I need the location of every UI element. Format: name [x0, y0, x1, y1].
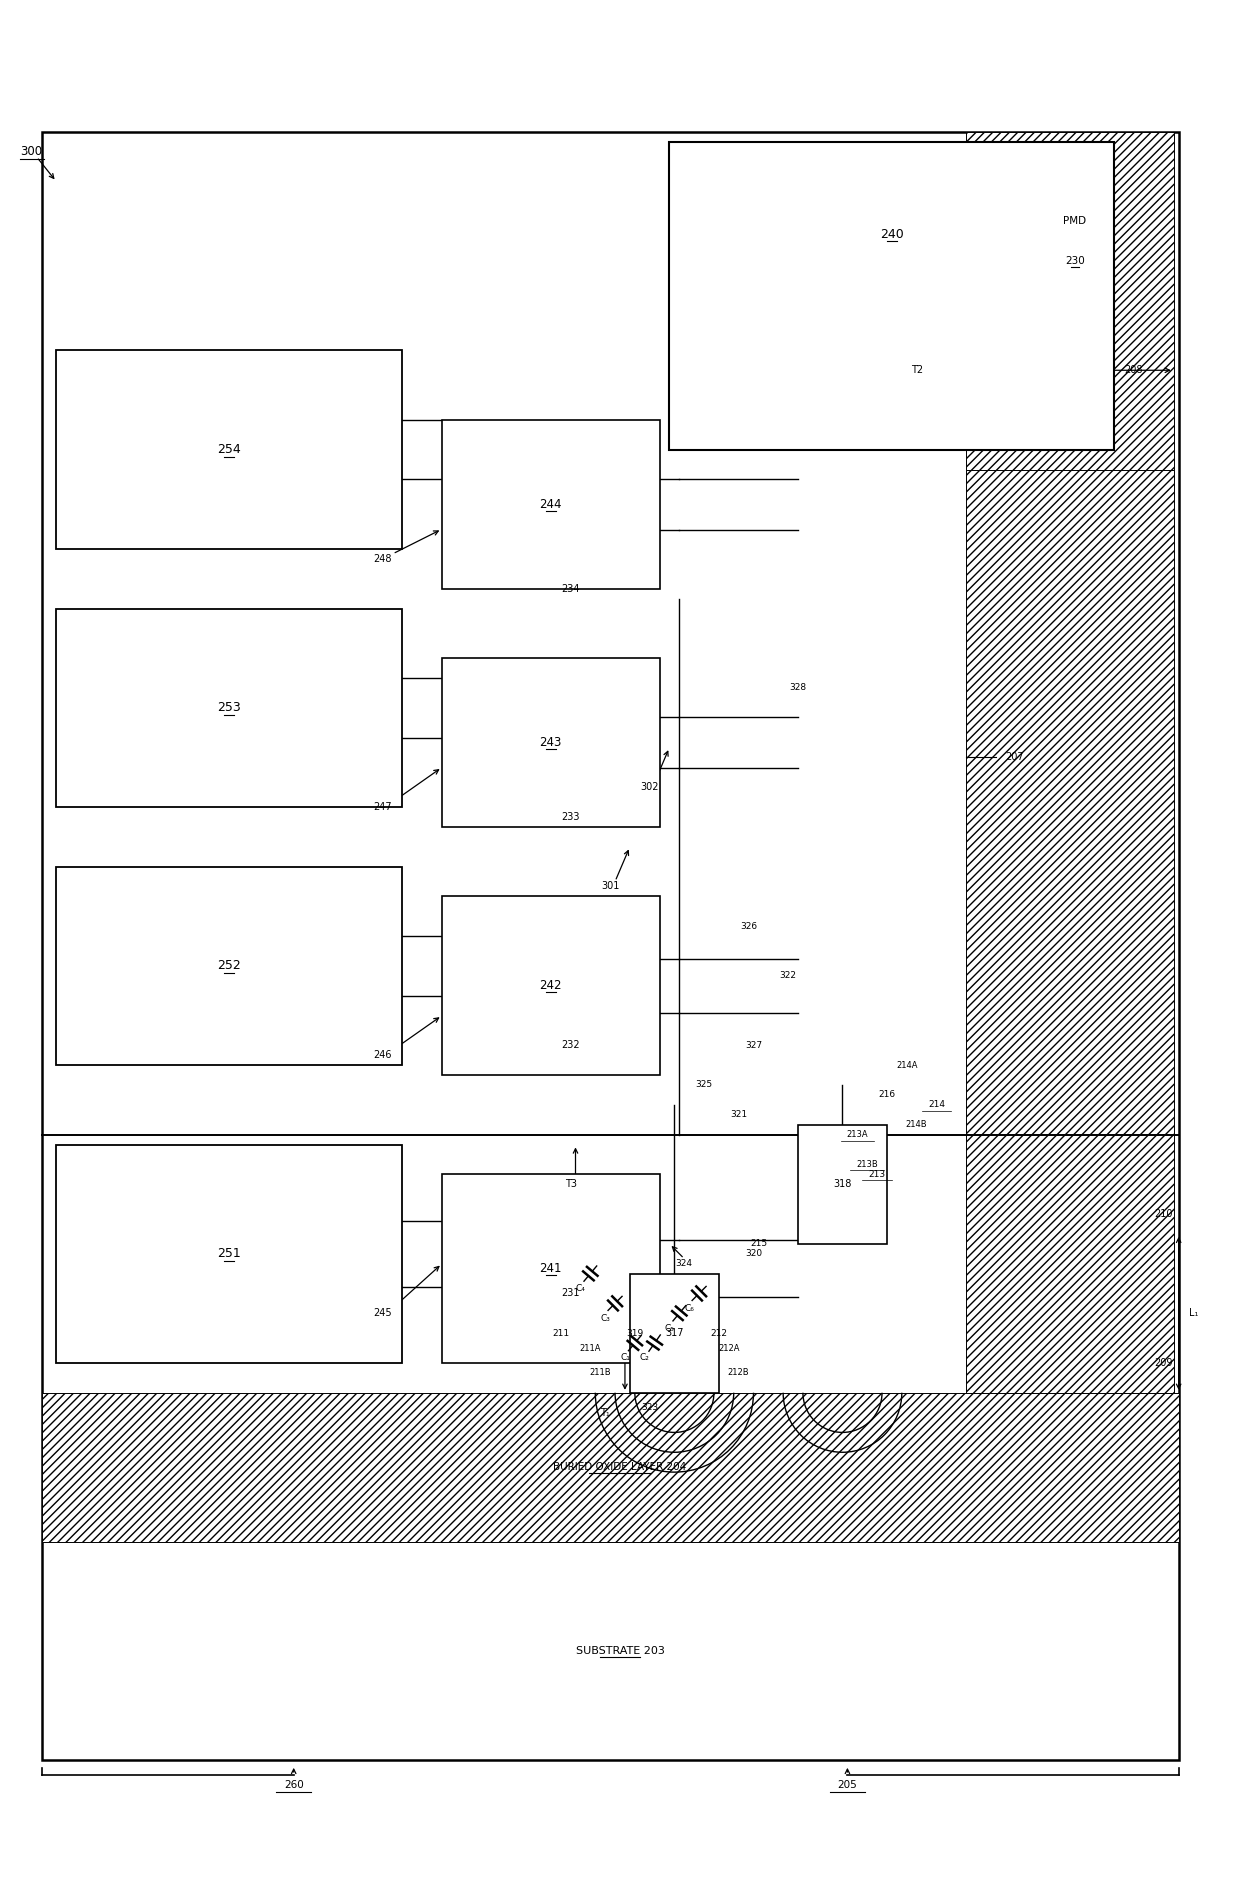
Bar: [56, 866, 403, 1066]
Text: 248: 248: [373, 554, 392, 563]
Text: 214A: 214A: [897, 1060, 918, 1069]
Bar: [441, 658, 660, 827]
Text: PMD: PMD: [1063, 216, 1086, 226]
Text: 208: 208: [1125, 366, 1143, 375]
Text: C₆: C₆: [684, 1304, 694, 1312]
Text: 213: 213: [868, 1170, 885, 1179]
Text: 254: 254: [217, 444, 242, 457]
Text: 318: 318: [833, 1179, 852, 1189]
Bar: [42, 1394, 1179, 1541]
Text: 251: 251: [217, 1248, 242, 1261]
Text: 211B: 211B: [589, 1369, 611, 1376]
Bar: [670, 142, 1115, 449]
Text: 301: 301: [601, 882, 619, 891]
Text: 230: 230: [1065, 256, 1085, 265]
Text: 233: 233: [562, 811, 580, 823]
Text: 253: 253: [217, 702, 242, 715]
Text: 252: 252: [217, 959, 242, 973]
Text: 232: 232: [562, 1041, 580, 1050]
Text: 243: 243: [539, 736, 562, 749]
Text: T2: T2: [910, 366, 923, 375]
Text: 324: 324: [676, 1259, 693, 1268]
Text: T3: T3: [564, 1179, 577, 1189]
Bar: [966, 133, 1174, 470]
Text: 320: 320: [745, 1249, 763, 1259]
Text: 210: 210: [1154, 1210, 1173, 1219]
Text: 214B: 214B: [906, 1121, 928, 1130]
Text: 260: 260: [284, 1780, 304, 1790]
Text: 211A: 211A: [579, 1344, 601, 1352]
Text: 327: 327: [745, 1041, 763, 1050]
Text: 231: 231: [562, 1289, 580, 1299]
Text: SUBSTRATE 203: SUBSTRATE 203: [575, 1646, 665, 1655]
Text: L₁: L₁: [1189, 1308, 1198, 1318]
Text: 209: 209: [1154, 1358, 1173, 1367]
Bar: [630, 1274, 719, 1394]
Text: 300: 300: [21, 146, 42, 159]
Text: 214: 214: [928, 1100, 945, 1109]
Text: T₁: T₁: [600, 1407, 610, 1418]
Text: 234: 234: [562, 584, 580, 593]
Bar: [56, 609, 403, 808]
Text: 247: 247: [373, 802, 392, 811]
Text: 212B: 212B: [728, 1369, 749, 1376]
Bar: [441, 1174, 660, 1363]
Text: C₁: C₁: [620, 1354, 630, 1363]
Bar: [56, 1145, 403, 1363]
Text: 205: 205: [837, 1780, 857, 1790]
Text: 212A: 212A: [718, 1344, 739, 1352]
Text: C₅: C₅: [665, 1323, 675, 1333]
Text: 328: 328: [790, 683, 806, 692]
Text: 319: 319: [626, 1329, 644, 1339]
Text: 323: 323: [641, 1403, 658, 1413]
Text: 213A: 213A: [847, 1130, 868, 1139]
Text: 322: 322: [780, 971, 796, 980]
Text: BURIED OXIDE LAYER 204: BURIED OXIDE LAYER 204: [553, 1462, 687, 1471]
Text: C₃: C₃: [600, 1314, 610, 1323]
Text: 321: 321: [730, 1111, 748, 1119]
Bar: [966, 470, 1174, 1394]
Text: 216: 216: [878, 1090, 895, 1100]
Bar: [42, 133, 1179, 1759]
Text: 246: 246: [373, 1050, 392, 1060]
Text: 212: 212: [711, 1329, 728, 1339]
Text: 245: 245: [373, 1308, 392, 1318]
Bar: [799, 1124, 887, 1244]
Text: 244: 244: [539, 499, 562, 510]
Text: 241: 241: [539, 1263, 562, 1276]
Text: C₄: C₄: [575, 1284, 585, 1293]
Text: 317: 317: [665, 1329, 683, 1339]
Text: C₂: C₂: [640, 1354, 650, 1363]
Bar: [441, 419, 660, 588]
Text: 302: 302: [640, 783, 658, 793]
Text: 211: 211: [552, 1329, 569, 1339]
Text: 213B: 213B: [857, 1160, 878, 1170]
Text: 326: 326: [740, 921, 758, 931]
Text: 325: 325: [696, 1081, 713, 1090]
Text: 240: 240: [880, 228, 904, 241]
Text: 207: 207: [1006, 753, 1024, 762]
Text: 215: 215: [750, 1240, 768, 1248]
Bar: [56, 351, 403, 550]
Bar: [441, 897, 660, 1075]
Text: 242: 242: [539, 978, 562, 992]
